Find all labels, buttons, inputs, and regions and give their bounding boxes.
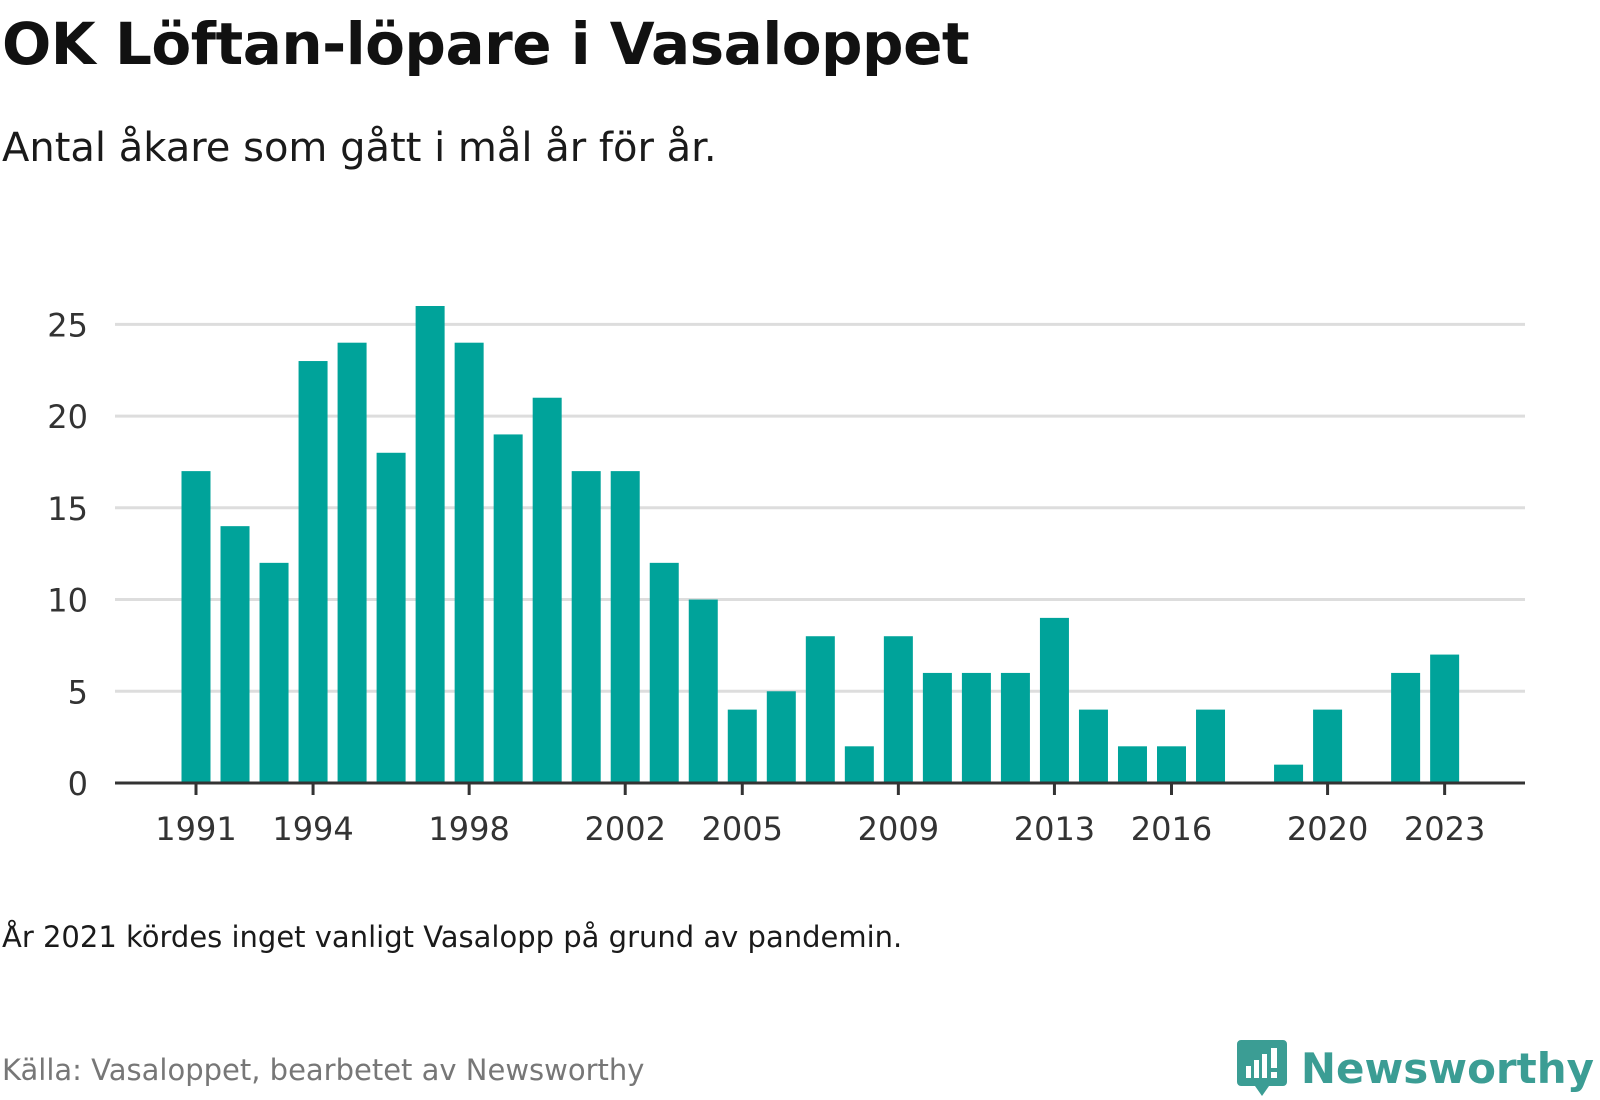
bar-2020	[1313, 709, 1343, 783]
bar-2003	[649, 562, 679, 783]
source-credit: Källa: Vasaloppet, bearbetet av Newswort…	[2, 1053, 645, 1087]
bar-2000	[532, 397, 562, 783]
bar-2001	[571, 471, 601, 783]
bar-1997	[415, 306, 445, 783]
bar-2002	[610, 471, 640, 783]
x-tick-label: 2002	[585, 810, 666, 848]
bar-2004	[688, 599, 718, 783]
bar-2016	[1157, 746, 1186, 783]
y-tick-label: 20	[47, 398, 88, 436]
bar-2022	[1391, 672, 1421, 783]
bar-1994	[298, 361, 328, 783]
bar-2011	[961, 672, 991, 783]
bar-2023	[1430, 654, 1460, 783]
bar-chart: 0 5 10 15 20 25 1991 1994 1998 2002 2005 2009 2013 20…	[47, 306, 1525, 848]
bar-2012	[1000, 672, 1030, 783]
bar-2014	[1078, 709, 1108, 783]
axes: 0 5 10 15 20 25 1991 1994 1998 2002 2005 2009 2013 20…	[47, 306, 1525, 848]
bar-1991	[181, 471, 211, 783]
bar-1999	[493, 434, 523, 783]
bar-2009	[883, 636, 913, 783]
y-tick-label: 25	[47, 306, 88, 344]
brand-name: Newsworthy	[1300, 1043, 1594, 1093]
newsworthy-logo-icon	[1236, 1040, 1287, 1096]
bar-2007	[805, 636, 835, 783]
bar-2006	[766, 691, 796, 783]
x-tick-label: 2023	[1404, 810, 1485, 848]
bar-2019	[1274, 764, 1304, 783]
bar-2008	[844, 746, 874, 783]
footnote: År 2021 kördes inget vanligt Vasalopp på…	[2, 920, 903, 954]
bar-2017	[1196, 709, 1226, 783]
x-tick-label: 1994	[272, 810, 353, 848]
x-tick-label: 2013	[1014, 810, 1095, 848]
x-tick-label: 2016	[1131, 810, 1212, 848]
y-tick-label: 0	[68, 765, 88, 803]
bar-2013	[1039, 617, 1069, 783]
newsworthy-brand[interactable]: Newsworthy	[1236, 1040, 1594, 1096]
bar-1992	[220, 526, 250, 783]
bar-1996	[376, 452, 406, 783]
y-tick-label: 15	[47, 490, 88, 528]
bar-1993	[259, 562, 289, 783]
x-tick-label: 2009	[858, 810, 939, 848]
y-tick-label: 5	[68, 673, 88, 711]
x-tick-label: 2005	[702, 810, 783, 848]
bar-1998	[454, 342, 484, 783]
x-tick-label: 2020	[1287, 810, 1368, 848]
x-tick-label: 1991	[155, 810, 236, 848]
bars	[181, 306, 1460, 783]
bar-2010	[922, 672, 952, 783]
chart-subtitle: Antal åkare som gått i mål år för år.	[2, 125, 717, 171]
bar-2005	[727, 709, 757, 783]
x-tick-label: 1998	[428, 810, 509, 848]
bar-1995	[337, 342, 367, 783]
bar-2015	[1117, 746, 1147, 783]
y-tick-label: 10	[47, 582, 88, 620]
chart-title: OK Löftan-löpare i Vasaloppet	[2, 10, 970, 78]
